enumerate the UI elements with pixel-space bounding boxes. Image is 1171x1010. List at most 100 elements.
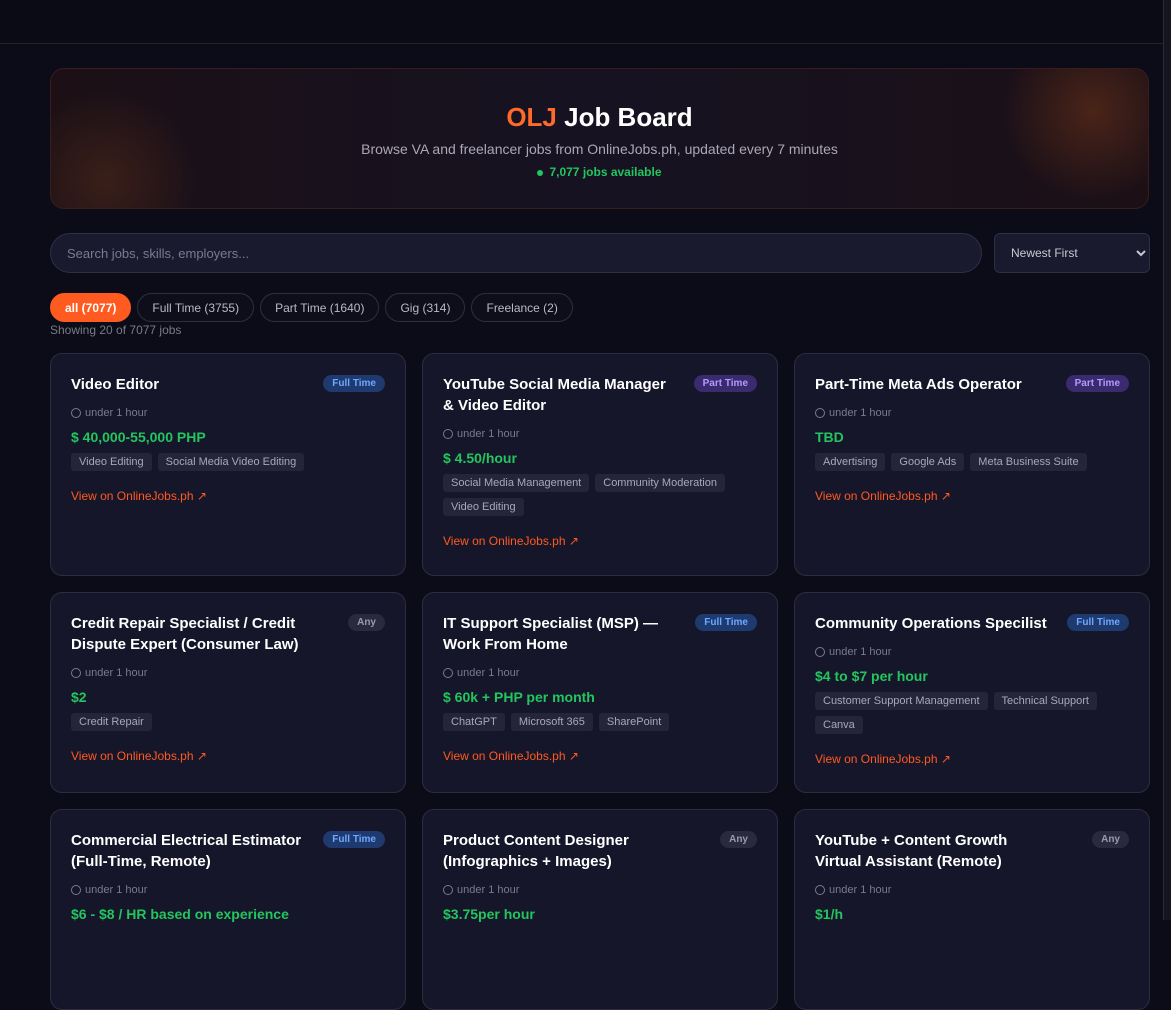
job-salary: $6 - $8 / HR based on experience bbox=[71, 906, 289, 922]
job-card: Credit Repair Specialist / Credit Disput… bbox=[50, 592, 406, 793]
page-subtitle: Browse VA and freelancer jobs from Onlin… bbox=[361, 141, 838, 157]
external-link-icon: ↗ bbox=[196, 749, 207, 763]
filter-chip[interactable]: Full Time (3755) bbox=[137, 293, 255, 322]
job-title[interactable]: Product Content Designer (Infographics +… bbox=[443, 832, 629, 870]
external-link-icon: ↗ bbox=[568, 749, 579, 763]
skill-tags: Video Editing Social Media Video Editing bbox=[71, 453, 385, 471]
skill-tag: Google Ads bbox=[891, 453, 965, 471]
view-job-link[interactable]: View on OnlineJobs.ph ↗ bbox=[71, 489, 207, 503]
external-link-icon: ↗ bbox=[568, 534, 579, 548]
posted-time: under 1 hour bbox=[443, 428, 757, 440]
clock-icon bbox=[71, 668, 81, 678]
job-title[interactable]: Credit Repair Specialist / Credit Disput… bbox=[71, 615, 299, 653]
job-type-badge: Part Time bbox=[1065, 375, 1129, 392]
posted-time: under 1 hour bbox=[815, 884, 1129, 896]
job-card: Product Content Designer (Infographics +… bbox=[422, 809, 778, 1010]
filter-chips: all (7077) Full Time (3755) Part Time (164… bbox=[50, 293, 573, 322]
view-job-link[interactable]: View on OnlineJobs.ph ↗ bbox=[71, 749, 207, 763]
skill-tag: Video Editing bbox=[443, 498, 524, 516]
external-link-icon: ↗ bbox=[940, 752, 951, 766]
job-card: IT Support Specialist (MSP) — Work From … bbox=[422, 592, 778, 793]
skill-tag: Community Moderation bbox=[595, 474, 725, 492]
job-card: Commercial Electrical Estimator (Full-Ti… bbox=[50, 809, 406, 1010]
posted-time: under 1 hour bbox=[815, 646, 1129, 658]
job-salary: $ 40,000-55,000 PHP bbox=[71, 429, 206, 445]
view-job-link[interactable]: View on OnlineJobs.ph ↗ bbox=[443, 749, 579, 763]
search-input[interactable] bbox=[50, 233, 982, 273]
posted-time: under 1 hour bbox=[443, 667, 757, 679]
skill-tag: Technical Support bbox=[993, 692, 1097, 710]
job-card: Video Editor Full Time under 1 hour $ 40… bbox=[50, 353, 406, 576]
filter-chip[interactable]: Part Time (1640) bbox=[260, 293, 380, 322]
job-card: Community Operations Specilist Full Time… bbox=[794, 592, 1150, 793]
hero-banner: OLJ Job Board Browse VA and freelancer j… bbox=[50, 68, 1149, 209]
status-dot-icon bbox=[537, 169, 544, 176]
filter-chip[interactable]: Gig (314) bbox=[385, 293, 466, 322]
job-type-badge: Full Time bbox=[1067, 614, 1129, 631]
skill-tag: Microsoft 365 bbox=[510, 713, 593, 731]
view-job-link[interactable]: View on OnlineJobs.ph ↗ bbox=[443, 534, 579, 548]
job-title[interactable]: Community Operations Specilist bbox=[815, 615, 1047, 632]
job-type-badge: Any bbox=[720, 831, 757, 848]
clock-icon bbox=[71, 408, 81, 418]
jobs-count: 7,077 jobs available bbox=[51, 165, 1148, 179]
job-title[interactable]: IT Support Specialist (MSP) — Work From … bbox=[443, 615, 659, 653]
skill-tags: ChatGPT Microsoft 365 SharePoint bbox=[443, 713, 757, 731]
posted-time: under 1 hour bbox=[71, 667, 385, 679]
skill-tag: Meta Business Suite bbox=[970, 453, 1087, 471]
posted-time: under 1 hour bbox=[443, 884, 757, 896]
clock-icon bbox=[443, 429, 453, 439]
skill-tags: Customer Support Management Technical Sup… bbox=[815, 692, 1129, 734]
job-grid: Video Editor Full Time under 1 hour $ 40… bbox=[50, 353, 1150, 1010]
posted-time: under 1 hour bbox=[71, 407, 385, 419]
external-link-icon: ↗ bbox=[196, 489, 207, 503]
job-type-badge: Full Time bbox=[323, 831, 385, 848]
job-type-badge: Full Time bbox=[695, 614, 757, 631]
job-card: Part-Time Meta Ads Operator Part Time un… bbox=[794, 353, 1150, 576]
job-title[interactable]: YouTube Social Media Manager & Video Edi… bbox=[443, 376, 666, 414]
job-type-badge: Any bbox=[1092, 831, 1129, 848]
job-type-badge: Full Time bbox=[323, 375, 385, 392]
skill-tag: Advertising bbox=[815, 453, 886, 471]
job-title[interactable]: Video Editor bbox=[71, 376, 160, 393]
job-type-badge: Any bbox=[348, 614, 385, 631]
skill-tag: Customer Support Management bbox=[815, 692, 988, 710]
view-job-link[interactable]: View on OnlineJobs.ph ↗ bbox=[815, 489, 951, 503]
job-type-badge: Part Time bbox=[693, 375, 757, 392]
job-title[interactable]: Commercial Electrical Estimator (Full-Ti… bbox=[71, 832, 302, 870]
job-card: YouTube + Content Growth Virtual Assista… bbox=[794, 809, 1150, 1010]
page-title: OLJ Job Board bbox=[506, 102, 693, 132]
job-salary: $2 bbox=[71, 689, 87, 705]
skill-tags: Credit Repair bbox=[71, 713, 385, 731]
job-salary: $ 60k + PHP per month bbox=[443, 689, 595, 705]
posted-time: under 1 hour bbox=[815, 407, 1129, 419]
skill-tag: Social Media Management bbox=[443, 474, 590, 492]
job-title[interactable]: Part-Time Meta Ads Operator bbox=[815, 376, 1022, 393]
job-salary: $ 4.50/hour bbox=[443, 450, 517, 466]
view-job-link[interactable]: View on OnlineJobs.ph ↗ bbox=[815, 752, 951, 766]
skill-tag: Social Media Video Editing bbox=[157, 453, 305, 471]
skill-tags: Advertising Google Ads Meta Business Suite bbox=[815, 453, 1129, 471]
posted-time: under 1 hour bbox=[71, 884, 385, 896]
job-salary: $1/h bbox=[815, 906, 844, 922]
skill-tag: ChatGPT bbox=[443, 713, 505, 731]
clock-icon bbox=[815, 408, 825, 418]
skill-tags: Social Media Management Community Moderat… bbox=[443, 474, 757, 516]
job-title[interactable]: YouTube + Content Growth Virtual Assista… bbox=[815, 832, 1008, 870]
results-count: Showing 20 of 7077 jobs bbox=[50, 323, 182, 337]
sort-select[interactable]: Newest First bbox=[994, 233, 1150, 273]
skill-tag: SharePoint bbox=[598, 713, 670, 731]
clock-icon bbox=[71, 885, 81, 895]
filter-chip[interactable]: all (7077) bbox=[50, 293, 132, 322]
filter-chip[interactable]: Freelance (2) bbox=[471, 293, 573, 322]
skill-tag: Video Editing bbox=[71, 453, 152, 471]
scrollbar[interactable] bbox=[1163, 0, 1171, 920]
top-bar bbox=[0, 0, 1171, 44]
job-card: YouTube Social Media Manager & Video Edi… bbox=[422, 353, 778, 576]
clock-icon bbox=[443, 885, 453, 895]
job-salary: $3.75per hour bbox=[443, 906, 535, 922]
external-link-icon: ↗ bbox=[940, 489, 951, 503]
job-salary: TBD bbox=[815, 429, 844, 445]
skill-tag: Canva bbox=[815, 716, 863, 734]
clock-icon bbox=[815, 647, 825, 657]
